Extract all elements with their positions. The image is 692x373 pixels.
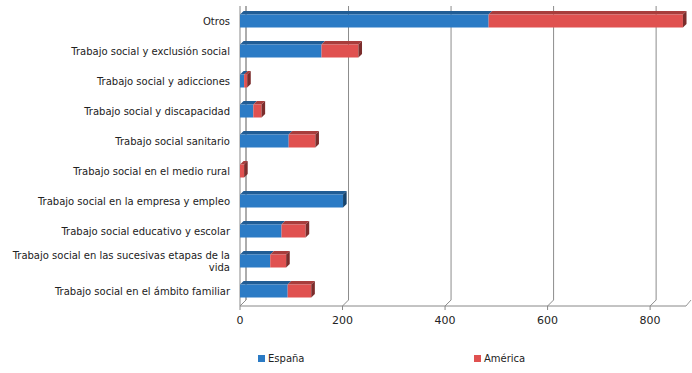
bar-top xyxy=(240,11,492,15)
bar-side xyxy=(315,131,319,148)
category-label-line: Trabajo social en la empresa y empleo xyxy=(37,196,230,207)
tick-mark xyxy=(342,306,343,310)
bar xyxy=(270,255,286,268)
category-label: Trabajo social en el ámbito familiar xyxy=(54,286,231,297)
tick-mark xyxy=(650,306,651,310)
bar xyxy=(240,255,270,268)
bar-top xyxy=(240,41,325,45)
bar-top xyxy=(288,281,315,285)
bar-side xyxy=(683,11,687,28)
tick-mark xyxy=(445,306,446,310)
bar-top xyxy=(240,251,274,255)
bar xyxy=(288,285,312,298)
bar xyxy=(289,135,316,148)
bar-top xyxy=(282,221,310,225)
tick-label: 200 xyxy=(332,314,353,327)
bar-top xyxy=(240,131,292,135)
bar-top xyxy=(240,221,285,225)
bar xyxy=(240,285,288,298)
bar-top xyxy=(289,131,319,135)
legend-label: América xyxy=(484,353,525,364)
bar xyxy=(244,75,247,88)
bar-side xyxy=(358,41,362,58)
legend-swatch xyxy=(258,355,265,362)
category-label-line: Trabajo social y exclusión social xyxy=(70,46,230,57)
bar-side xyxy=(311,281,315,298)
legend-label: España xyxy=(268,353,304,364)
bar xyxy=(240,135,289,148)
bar xyxy=(240,195,343,208)
grid-line xyxy=(445,6,451,306)
bar-side xyxy=(247,71,251,88)
bar-top xyxy=(322,41,363,45)
category-label: Trabajo social educativo y escolar xyxy=(60,226,230,237)
floor-edge xyxy=(686,300,691,306)
category-label: Trabajo social en la empresa y empleo xyxy=(37,196,230,207)
category-label: Trabajo social y discapacidad xyxy=(83,106,230,117)
bar-side xyxy=(343,191,347,208)
category-label-line: Trabajo social sanitario xyxy=(114,136,230,147)
x-axis-line xyxy=(240,306,686,307)
bar-side xyxy=(244,161,248,178)
bar xyxy=(489,15,683,28)
bar xyxy=(240,45,322,58)
bar-side xyxy=(286,251,290,268)
tick-mark xyxy=(547,306,548,310)
grid-line xyxy=(548,6,554,306)
category-label-line: Trabajo social en el ámbito familiar xyxy=(54,286,231,297)
category-label: Trabajo social en las sucesivas etapas d… xyxy=(12,250,230,273)
tick-label: 0 xyxy=(237,314,244,327)
category-label: Trabajo social sanitario xyxy=(114,136,230,147)
bar-top xyxy=(240,281,291,285)
bars xyxy=(240,11,687,298)
bar-side xyxy=(262,101,266,118)
category-label-line: vida xyxy=(209,262,230,273)
grid-line xyxy=(650,6,656,306)
bar xyxy=(240,105,253,118)
category-label-line: Trabajo social educativo y escolar xyxy=(60,226,230,237)
bar xyxy=(253,105,261,118)
bar xyxy=(240,15,489,28)
bar xyxy=(240,165,244,178)
tick-label: 600 xyxy=(537,314,558,327)
bar-top xyxy=(240,191,347,195)
bar-top xyxy=(489,11,687,15)
category-label-line: Otros xyxy=(203,16,230,27)
category-label-line: Trabajo social y adicciones xyxy=(96,76,230,87)
tick-mark xyxy=(240,306,241,310)
chart: 0 200 400 600 800 Otros Trabajo social y exclu… xyxy=(0,0,692,373)
bar xyxy=(322,45,359,58)
category-label-line: Trabajo social y discapacidad xyxy=(83,106,230,117)
category-label: Trabajo social en el medio rural xyxy=(72,166,230,177)
category-label-line: Trabajo social en el medio rural xyxy=(72,166,230,177)
bar-side xyxy=(306,221,310,238)
bar xyxy=(240,225,282,238)
category-label-line: Trabajo social en las sucesivas etapas d… xyxy=(12,250,230,261)
bar xyxy=(282,225,306,238)
tick-label: 800 xyxy=(640,314,661,327)
bar xyxy=(240,75,244,88)
category-label: Otros xyxy=(203,16,230,27)
legend-swatch xyxy=(474,355,481,362)
category-label: Trabajo social y exclusión social xyxy=(70,46,230,57)
category-label: Trabajo social y adicciones xyxy=(96,76,230,87)
tick-label: 400 xyxy=(435,314,456,327)
